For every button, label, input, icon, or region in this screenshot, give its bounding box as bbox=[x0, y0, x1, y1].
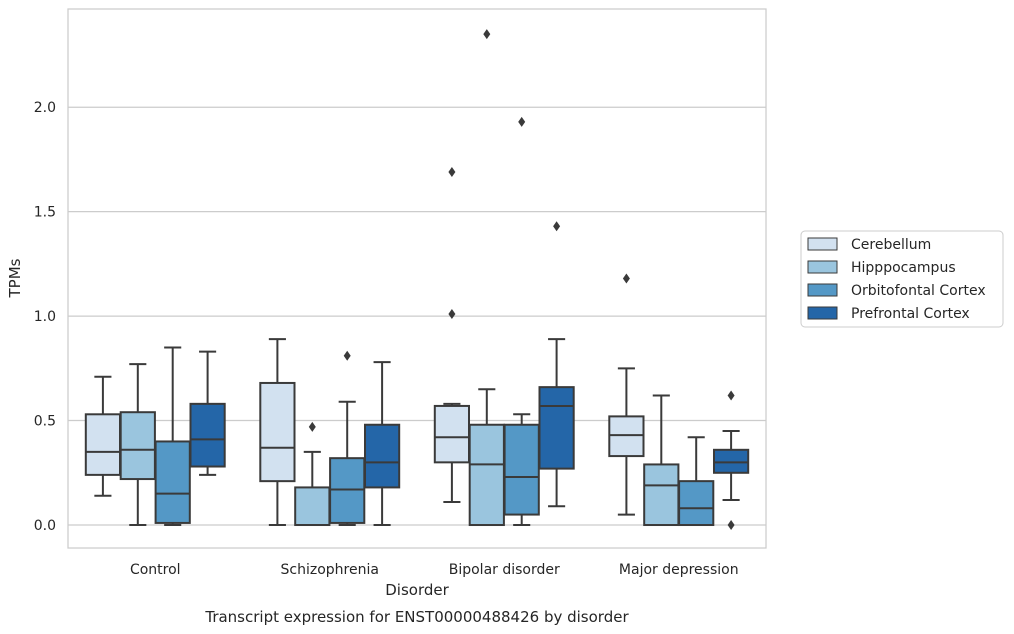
box-plot bbox=[712, 390, 750, 531]
legend: Cerebellum Hipppocampus Orbitofontal Corte… bbox=[800, 230, 1004, 328]
outlier-point bbox=[308, 421, 316, 432]
outlier-point bbox=[553, 221, 561, 232]
y-tick-label: 0.5 bbox=[34, 414, 56, 430]
iqr-box bbox=[433, 404, 471, 464]
outlier-point bbox=[343, 350, 351, 361]
outlier-point bbox=[518, 116, 526, 127]
box-plot bbox=[259, 338, 296, 527]
iqr-box bbox=[294, 486, 331, 527]
box-plot bbox=[468, 29, 505, 527]
iqr-box bbox=[84, 413, 122, 476]
box-plot bbox=[538, 221, 575, 508]
box-plot bbox=[678, 436, 715, 527]
iqr-box bbox=[643, 463, 680, 527]
x-tick-label: Control bbox=[130, 562, 181, 578]
series-cerebellum bbox=[84, 166, 645, 527]
iqr-box bbox=[678, 480, 715, 527]
box-plot bbox=[84, 375, 122, 497]
legend-swatch bbox=[807, 237, 838, 251]
box-series-group bbox=[84, 29, 750, 531]
x-tick-label: Bipolar disorder bbox=[449, 562, 560, 578]
x-tick-label: Schizophrenia bbox=[281, 562, 379, 578]
outlier-point bbox=[622, 273, 630, 284]
outlier-point bbox=[483, 29, 491, 40]
iqr-box bbox=[363, 423, 401, 489]
outlier-point bbox=[448, 309, 456, 320]
legend-label: Hipppocampus bbox=[851, 260, 956, 276]
iqr-box bbox=[712, 448, 750, 474]
iqr-box bbox=[608, 415, 645, 458]
box-plot bbox=[154, 346, 191, 527]
series-orbitofontal-cortex bbox=[154, 116, 715, 527]
x-tick-labels: Control Schizophrenia Bipolar disorder Majo… bbox=[130, 562, 739, 578]
iqr-box bbox=[154, 440, 191, 524]
iqr-box bbox=[468, 423, 505, 527]
chart-caption: Transcript expression for ENST0000048842… bbox=[204, 608, 629, 626]
legend-frame bbox=[800, 230, 1004, 328]
box-plot bbox=[119, 363, 156, 527]
legend-label: Cerebellum bbox=[851, 237, 931, 253]
box-plot bbox=[189, 350, 226, 476]
iqr-box bbox=[538, 386, 575, 470]
iqr-box bbox=[119, 411, 156, 481]
outlier-point bbox=[448, 166, 456, 177]
outlier-point bbox=[727, 390, 735, 401]
outlier-point bbox=[727, 520, 735, 531]
box-plot bbox=[329, 350, 366, 527]
x-axis-title: Disorder bbox=[385, 581, 449, 599]
y-tick-label: 2.0 bbox=[34, 100, 56, 116]
series-prefrontal-cortex bbox=[189, 221, 750, 531]
y-tick-label: 1.0 bbox=[34, 309, 56, 325]
box-plot bbox=[294, 421, 331, 527]
box-plot bbox=[608, 273, 645, 516]
y-tick-label: 1.5 bbox=[34, 205, 56, 221]
x-tick-label: Major depression bbox=[619, 562, 739, 578]
legend-swatch bbox=[807, 260, 838, 274]
box-plot bbox=[503, 116, 540, 527]
legend-swatch bbox=[807, 306, 838, 320]
y-tick-label: 0.0 bbox=[34, 518, 56, 534]
iqr-box bbox=[503, 423, 540, 516]
iqr-box bbox=[329, 457, 366, 524]
box-plot bbox=[433, 166, 471, 504]
y-tick-labels: 0.0 0.5 1.0 1.5 2.0 bbox=[34, 100, 56, 534]
box-plot bbox=[363, 361, 401, 527]
legend-swatch bbox=[807, 283, 838, 297]
iqr-box bbox=[189, 402, 226, 468]
legend-label: Prefrontal Cortex bbox=[851, 306, 970, 322]
iqr-box bbox=[259, 381, 296, 483]
y-axis-title: TPMs bbox=[6, 258, 24, 298]
legend-label: Orbitofontal Cortex bbox=[851, 283, 986, 299]
